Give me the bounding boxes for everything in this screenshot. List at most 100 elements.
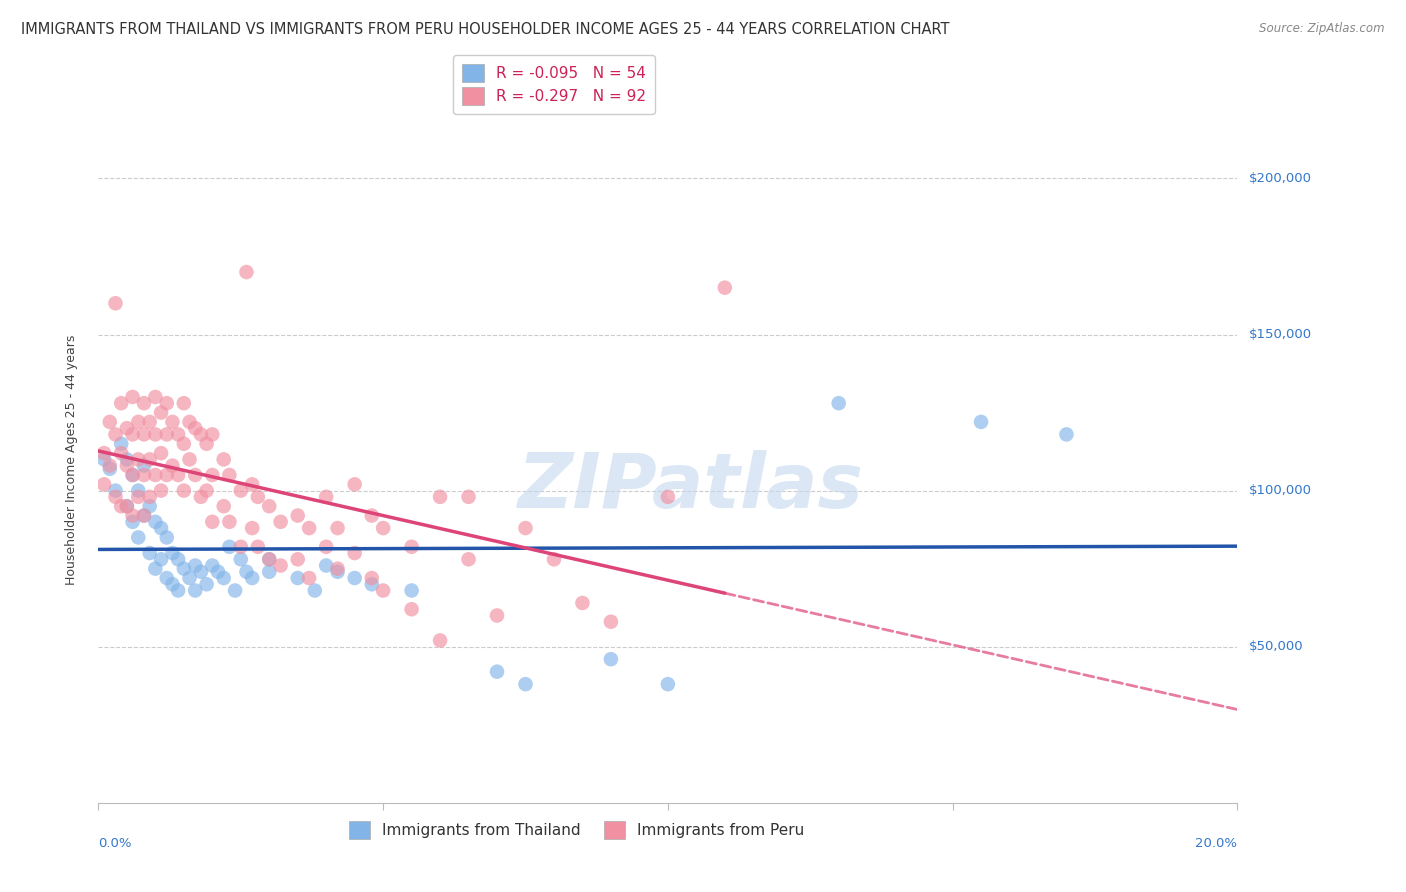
Point <box>138 415 160 429</box>
Point <box>360 508 382 523</box>
Point <box>156 571 179 585</box>
Point <box>132 508 155 523</box>
Point <box>1056 427 1078 442</box>
Point <box>240 571 263 585</box>
Point <box>156 467 179 482</box>
Point <box>201 427 224 442</box>
Point <box>150 483 173 498</box>
Point <box>259 565 281 579</box>
Point <box>515 677 537 691</box>
Point <box>259 552 281 566</box>
Point <box>184 467 207 482</box>
Point <box>298 571 321 585</box>
Point <box>326 562 349 576</box>
Point <box>401 540 423 554</box>
Point <box>287 571 309 585</box>
Point <box>259 552 281 566</box>
Point <box>173 396 195 410</box>
Point <box>224 583 246 598</box>
Point <box>600 615 623 629</box>
Point <box>240 477 263 491</box>
Point <box>98 415 121 429</box>
Point <box>150 405 173 420</box>
Point <box>162 415 184 429</box>
Point <box>657 490 679 504</box>
Point <box>486 608 509 623</box>
Point <box>828 396 851 410</box>
Point <box>270 515 292 529</box>
Point <box>315 540 337 554</box>
Point <box>98 462 121 476</box>
Point <box>127 452 149 467</box>
Point <box>138 490 160 504</box>
Point <box>190 427 212 442</box>
Point <box>429 490 451 504</box>
Point <box>315 558 337 573</box>
Text: $200,000: $200,000 <box>1249 172 1312 185</box>
Point <box>401 583 423 598</box>
Point <box>115 421 138 435</box>
Point <box>121 390 143 404</box>
Point <box>212 500 235 514</box>
Point <box>287 508 309 523</box>
Point <box>218 540 240 554</box>
Point <box>156 427 179 442</box>
Text: 20.0%: 20.0% <box>1195 837 1237 850</box>
Point <box>326 521 349 535</box>
Point <box>104 427 127 442</box>
Point <box>132 467 155 482</box>
Point <box>970 415 993 429</box>
Point <box>127 490 149 504</box>
Point <box>138 452 160 467</box>
Text: Source: ZipAtlas.com: Source: ZipAtlas.com <box>1260 22 1385 36</box>
Point <box>195 436 218 450</box>
Point <box>173 562 195 576</box>
Point <box>121 508 143 523</box>
Point <box>132 508 155 523</box>
Point <box>115 452 138 467</box>
Point <box>657 677 679 691</box>
Point <box>184 421 207 435</box>
Point <box>93 446 115 460</box>
Point <box>110 446 132 460</box>
Point <box>201 467 224 482</box>
Point <box>343 571 366 585</box>
Point <box>195 483 218 498</box>
Point <box>240 521 263 535</box>
Point <box>229 483 252 498</box>
Y-axis label: Householder Income Ages 25 - 44 years: Householder Income Ages 25 - 44 years <box>65 334 77 584</box>
Point <box>304 583 326 598</box>
Point <box>150 446 173 460</box>
Text: $150,000: $150,000 <box>1249 328 1312 341</box>
Point <box>93 477 115 491</box>
Point <box>212 571 235 585</box>
Point <box>138 500 160 514</box>
Point <box>167 467 190 482</box>
Point <box>167 583 190 598</box>
Point <box>571 596 593 610</box>
Point <box>156 530 179 544</box>
Point <box>401 602 423 616</box>
Point <box>121 467 143 482</box>
Point <box>127 530 149 544</box>
Point <box>343 477 366 491</box>
Point <box>121 467 143 482</box>
Point <box>543 552 565 566</box>
Point <box>246 490 269 504</box>
Point <box>373 521 395 535</box>
Point <box>218 515 240 529</box>
Point <box>201 558 224 573</box>
Text: $50,000: $50,000 <box>1249 640 1303 653</box>
Point <box>343 546 366 560</box>
Point <box>515 521 537 535</box>
Point <box>360 571 382 585</box>
Point <box>145 390 167 404</box>
Point <box>190 565 212 579</box>
Point <box>212 452 235 467</box>
Point <box>150 521 173 535</box>
Point <box>179 571 201 585</box>
Point <box>179 452 201 467</box>
Point <box>360 577 382 591</box>
Point <box>184 583 207 598</box>
Point <box>229 552 252 566</box>
